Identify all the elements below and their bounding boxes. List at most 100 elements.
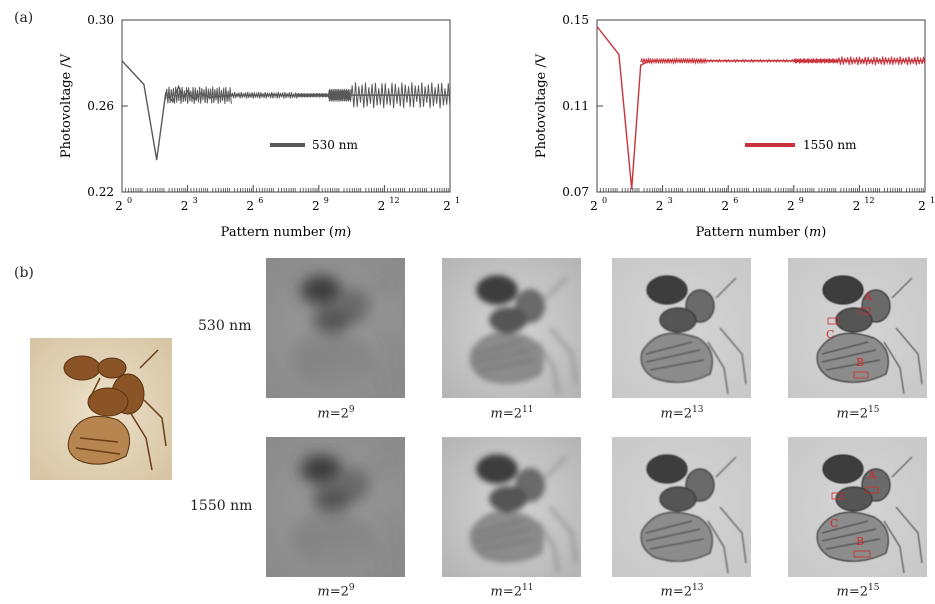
data-point xyxy=(172,101,174,103)
data-point xyxy=(815,60,817,62)
caption-m-2-13: m=213 xyxy=(660,583,704,600)
data-point xyxy=(771,60,773,62)
x-tick-label: 2 xyxy=(246,199,254,213)
x-tick-label: 2 xyxy=(590,199,598,213)
data-point xyxy=(318,94,320,96)
x-tick-label: 2 xyxy=(787,199,795,213)
series-line-segment xyxy=(165,86,232,104)
x-tick-label: 2 xyxy=(443,199,451,213)
data-point xyxy=(924,60,926,62)
x-tick-label-exp: 6 xyxy=(733,196,738,205)
data-point xyxy=(199,92,201,94)
y-tick-label: 0.22 xyxy=(87,185,114,199)
region-marker-box xyxy=(827,317,839,325)
series-oscillation xyxy=(296,93,330,98)
region-label-a: A xyxy=(867,469,877,482)
series-oscillation xyxy=(705,58,795,64)
series-line-segment xyxy=(793,58,838,64)
plot-frame xyxy=(596,19,926,193)
data-point xyxy=(618,53,620,56)
series-oscillation xyxy=(230,91,298,99)
series-oscillation xyxy=(640,56,707,66)
data-point xyxy=(340,94,342,96)
x-tick-label-exp: 0 xyxy=(602,196,607,205)
reconstructed-image xyxy=(266,437,405,577)
region-marker-box xyxy=(831,492,843,500)
x-tick-label-exp: 12 xyxy=(389,196,399,205)
x-axis-label: Pattern number (m) xyxy=(696,225,827,240)
panel-a-label: (a) xyxy=(14,10,34,26)
x-tick-label: 2 xyxy=(115,199,123,213)
region-label-c: C xyxy=(826,328,834,341)
data-point xyxy=(727,60,729,62)
x-tick-label: 2 xyxy=(853,199,861,213)
data-point xyxy=(662,60,664,62)
data-point xyxy=(121,60,123,62)
x-tick-label: 2 xyxy=(312,199,320,213)
data-point xyxy=(194,98,196,101)
y-axis-label: Photovoltage /V xyxy=(59,53,74,158)
data-point xyxy=(252,94,254,96)
series-line xyxy=(121,60,450,160)
data-point xyxy=(631,188,633,190)
y-tick-label: 0.30 xyxy=(87,13,114,27)
series-line-segment xyxy=(296,93,330,98)
region-label-c: C xyxy=(830,517,838,530)
caption-m-2-11: m=211 xyxy=(490,583,534,600)
region-marker-box xyxy=(859,307,871,315)
x-axis-label: Pattern number (m) xyxy=(221,225,352,240)
row-label-530nm: 530 nm xyxy=(198,318,252,334)
caption-m-2-15: m=215 xyxy=(836,583,880,600)
insect-photo xyxy=(30,338,172,480)
caption-m-2-9: m=29 xyxy=(317,405,355,422)
x-tick-label: 2 xyxy=(378,199,386,213)
x-tick-label-exp: 12 xyxy=(864,196,874,205)
data-point xyxy=(156,159,158,161)
x-tick-label: 2 xyxy=(656,199,664,213)
data-point xyxy=(652,60,655,62)
data-point xyxy=(165,92,167,94)
series-line-segment xyxy=(230,91,298,99)
reconstructed-image: A B C xyxy=(788,437,927,577)
series-line-segment xyxy=(705,58,795,64)
data-point xyxy=(182,96,184,98)
region-label-a: A xyxy=(863,290,873,303)
data-point xyxy=(596,25,598,28)
x-tick-label-exp: 3 xyxy=(193,196,198,205)
x-tick-label-exp: 0 xyxy=(127,196,132,205)
y-axis-label: Photovoltage /V xyxy=(534,53,549,158)
reconstructed-image xyxy=(612,258,751,398)
region-label-b: B xyxy=(856,535,864,548)
caption-eq: =2 xyxy=(329,406,349,422)
series-line-segment xyxy=(328,88,351,102)
caption-m-2-11: m=211 xyxy=(490,405,534,422)
x-tick-label-exp: 6 xyxy=(258,196,263,205)
y-tick-label: 0.15 xyxy=(562,13,589,27)
series-oscillation xyxy=(350,82,451,109)
x-tick-label-exp: 9 xyxy=(799,196,804,205)
data-point xyxy=(647,61,649,63)
series-line xyxy=(596,26,925,189)
data-point xyxy=(274,94,276,96)
series-line-segment xyxy=(640,56,707,66)
x-tick-label-exp: 3 xyxy=(668,196,673,205)
series-line-segment xyxy=(837,56,926,66)
series-oscillation xyxy=(793,58,838,64)
data-point xyxy=(296,95,298,97)
caption-m-2-15: m=215 xyxy=(836,405,880,422)
reconstructed-image: A B C xyxy=(788,258,927,398)
panel-b-label: (b) xyxy=(14,265,34,281)
x-tick-label-exp: 15 xyxy=(930,196,935,205)
data-point xyxy=(640,64,642,66)
data-point xyxy=(208,96,211,98)
caption-m-2-9: m=29 xyxy=(317,583,355,600)
data-point xyxy=(683,60,686,62)
series-oscillation xyxy=(328,88,351,102)
x-tick-label: 2 xyxy=(181,199,189,213)
data-point xyxy=(449,94,451,96)
series-line-segment xyxy=(350,82,451,109)
x-tick-label-exp: 9 xyxy=(324,196,329,205)
region-marker-box xyxy=(853,550,871,558)
legend-label: 1550 nm xyxy=(803,138,857,152)
